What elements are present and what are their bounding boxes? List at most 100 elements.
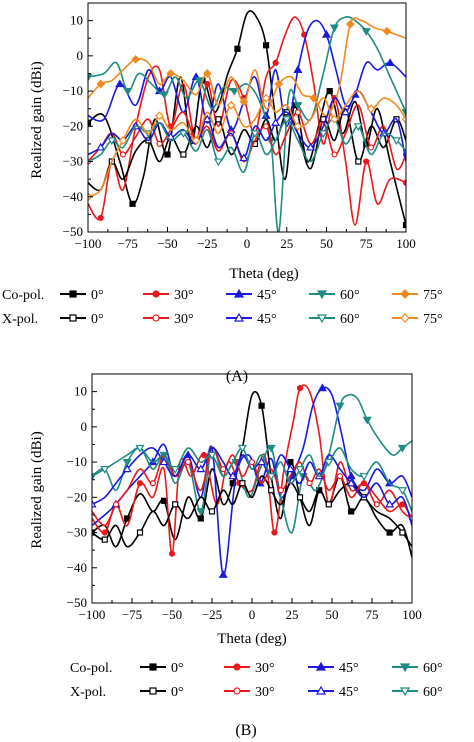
data-point-x-pol-30deg — [306, 480, 313, 487]
y-tick-label: 10 — [70, 13, 83, 28]
series-line-co-pol-30deg — [92, 384, 412, 555]
data-point-x-pol-45deg — [239, 153, 249, 162]
legend-row-label: Co-pol. — [2, 288, 44, 303]
data-point-co-pol-75deg — [239, 97, 249, 106]
legend-entry-label: 45° — [339, 661, 359, 676]
legend-marker — [316, 314, 328, 324]
data-point-co-pol-60deg — [335, 402, 345, 411]
data-point-co-pol-0deg — [258, 402, 265, 409]
data-point-x-pol-75deg — [226, 100, 236, 110]
legend-marker — [233, 288, 245, 298]
data-point-x-pol-30deg — [331, 151, 338, 158]
x-tick-label: −50 — [157, 236, 177, 251]
legend-row-label: X-pol. — [2, 312, 38, 327]
data-point-co-pol-60deg — [229, 87, 239, 96]
data-point-x-pol-30deg — [294, 109, 301, 116]
data-point-x-pol-45deg — [96, 142, 106, 151]
data-point-co-pol-45deg — [346, 471, 356, 480]
data-point-x-pol-45deg — [306, 142, 316, 151]
data-point-co-pol-30deg — [200, 451, 208, 459]
series-line-co-pol-60deg — [92, 393, 412, 534]
legend-marker — [69, 290, 77, 298]
series-line-co-pol-0deg — [88, 10, 406, 226]
panel-label-b: (B) — [235, 722, 256, 739]
data-point-co-pol-60deg — [397, 444, 407, 453]
data-point-x-pol-60deg — [282, 116, 292, 124]
data-point-x-pol-30deg — [248, 458, 256, 466]
data-point-co-pol-60deg — [196, 508, 206, 517]
legend-marker — [152, 314, 160, 322]
data-point-co-pol-75deg — [346, 19, 355, 29]
x-tick-label: −75 — [122, 607, 142, 622]
data-point-co-pol-60deg — [123, 87, 133, 96]
data-point-co-pol-75deg — [274, 79, 284, 89]
y-tick-label: −20 — [63, 118, 83, 133]
legend-entry-label: 0° — [171, 685, 184, 700]
data-point-co-pol-30deg — [402, 179, 406, 186]
series-line-co-pol-60deg — [88, 16, 406, 232]
data-point-x-pol-75deg — [118, 136, 128, 145]
x-tick-label: 25 — [286, 607, 299, 622]
x-tick-label: 50 — [326, 607, 339, 622]
data-point-co-pol-60deg — [293, 102, 303, 110]
y-tick-label: −20 — [67, 489, 87, 504]
data-point-x-pol-45deg — [346, 478, 356, 487]
data-point-co-pol-75deg — [96, 79, 106, 89]
data-point-x-pol-30deg — [149, 480, 156, 487]
data-point-co-pol-30deg — [168, 550, 176, 557]
data-point-x-pol-60deg — [266, 473, 276, 481]
x-tick-label: 50 — [320, 236, 333, 251]
data-point-co-pol-75deg — [166, 69, 176, 78]
data-point-x-pol-60deg — [295, 466, 305, 474]
legend-entry-label: 60° — [423, 661, 443, 676]
data-point-x-pol-45deg — [271, 118, 281, 126]
y-axis-label-b: Realized gain (dBi) — [29, 431, 45, 548]
data-point-x-pol-45deg — [257, 457, 267, 466]
data-point-co-pol-45deg — [218, 570, 228, 578]
data-point-co-pol-60deg — [361, 28, 371, 36]
data-point-co-pol-0deg — [88, 119, 92, 126]
data-point-x-pol-30deg — [367, 144, 375, 151]
data-point-x-pol-0deg — [208, 508, 216, 515]
data-point-co-pol-0deg — [164, 151, 171, 158]
data-point-x-pol-30deg — [277, 487, 284, 494]
legend-entry-label: 60° — [340, 312, 360, 327]
x-tick-label: −50 — [162, 607, 182, 622]
y-tick-label: −50 — [63, 224, 83, 239]
data-point-x-pol-45deg — [202, 114, 212, 123]
y-tick-label: 10 — [74, 384, 87, 399]
data-point-x-pol-60deg — [170, 466, 180, 474]
x-tick-label: 75 — [360, 236, 373, 251]
legend-entry-label: 75° — [423, 312, 443, 327]
data-point-co-pol-60deg — [122, 458, 132, 467]
data-point-co-pol-75deg — [309, 93, 319, 103]
data-point-x-pol-60deg — [324, 458, 334, 467]
data-point-co-pol-60deg — [194, 77, 204, 86]
data-point-x-pol-0deg — [268, 487, 275, 494]
panel-label-a: (A) — [226, 368, 248, 385]
x-tick-label: 100 — [402, 607, 422, 622]
legend-row-label: Co-pol. — [70, 661, 112, 676]
data-point-x-pol-60deg — [135, 444, 145, 453]
x-axis-label-a: Theta (deg) — [229, 266, 299, 282]
data-point-x-pol-45deg — [159, 457, 169, 466]
data-point-x-pol-60deg — [213, 158, 223, 167]
plot-area-a: −100 −75 −50 −25 0 25 50 75 100−50−40−30−20−1001… — [63, 2, 416, 251]
data-point-x-pol-60deg — [107, 137, 117, 146]
data-point-x-pol-45deg — [122, 464, 132, 473]
data-point-x-pol-45deg — [285, 464, 295, 473]
x-tick-label: −75 — [118, 236, 138, 251]
legend-entry-label: 30° — [174, 288, 194, 303]
plot-area-b: −100 −75 −50 −25 0 25 50 75 100−50−40−30−20−1001… — [67, 373, 422, 622]
data-point-x-pol-75deg — [293, 121, 303, 131]
data-point-co-pol-45deg — [385, 58, 395, 66]
data-point-co-pol-45deg — [317, 383, 327, 392]
data-point-co-pol-30deg — [296, 384, 304, 392]
x-tick-label: 0 — [249, 607, 256, 622]
series-group — [88, 10, 406, 232]
legend-entry-label: 45° — [339, 685, 359, 700]
y-tick-label: −30 — [63, 154, 83, 169]
legend-marker — [315, 685, 327, 695]
legend-a: Co-pol. 0° 30° 45° 60° 75° X-pol. 0° 30° 45° 60° 75… — [2, 288, 443, 327]
data-point-x-pol-0deg — [325, 501, 332, 508]
